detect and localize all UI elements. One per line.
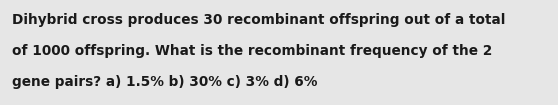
Text: of 1000 offspring. What is the recombinant frequency of the 2: of 1000 offspring. What is the recombina… — [12, 44, 493, 58]
Text: gene pairs? a) 1.5% b) 30% c) 3% d) 6%: gene pairs? a) 1.5% b) 30% c) 3% d) 6% — [12, 75, 318, 89]
Text: Dihybrid cross produces 30 recombinant offspring out of a total: Dihybrid cross produces 30 recombinant o… — [12, 13, 506, 27]
